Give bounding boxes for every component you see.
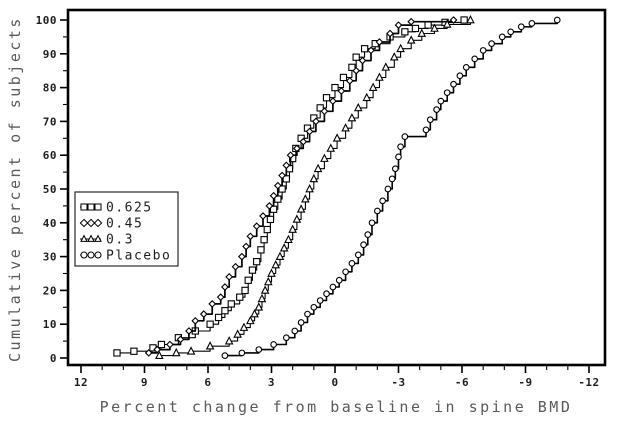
legend-item-0-625: 0.625 — [80, 201, 153, 216]
x-tick-label: 9 — [141, 376, 148, 389]
y-tick-label: 90 — [43, 48, 57, 61]
y-tick-label: 80 — [43, 82, 57, 95]
square-markers — [113, 16, 468, 357]
x-axis-title: Percent change from baseline in spine BM… — [100, 398, 573, 416]
series-line — [117, 20, 465, 354]
y-tick-label: 20 — [43, 284, 57, 297]
legend-item-0-3: 0.3 — [80, 233, 134, 248]
series-0-625 — [113, 16, 468, 357]
y-tick-label: 100 — [36, 14, 57, 27]
legend-item-0-45: 0.45 — [79, 217, 143, 232]
x-tick-label: -12 — [578, 376, 599, 389]
x-axis-ticks: 12 9 6 3 0 -3 -6 -9 -12 — [74, 365, 599, 389]
chart-render-root: 12 9 6 3 0 -3 -6 -9 -1201020304050607080901000.6… — [36, 8, 607, 389]
triangle-markers — [155, 14, 475, 359]
legend-label: 0.45 — [106, 217, 143, 232]
legend-item-placebo: Placebo — [80, 249, 171, 264]
x-tick-label: 12 — [74, 376, 88, 389]
y-tick-label: 40 — [43, 217, 57, 230]
legend-label: 0.625 — [106, 201, 153, 216]
x-tick-label: 0 — [331, 376, 338, 389]
y-axis-title: Cumulative percent of subjects — [6, 16, 24, 362]
x-tick-label: 3 — [268, 376, 275, 389]
y-tick-label: 70 — [43, 115, 57, 128]
diamond-markers — [144, 16, 458, 357]
legend-label: Placebo — [106, 249, 171, 264]
x-tick-label: -6 — [455, 376, 469, 389]
series-line — [148, 20, 455, 354]
y-tick-label: 10 — [43, 318, 57, 331]
series-placebo — [221, 16, 561, 359]
x-tick-label: 6 — [204, 376, 211, 389]
x-tick-label: -3 — [391, 376, 405, 389]
circle-markers — [221, 16, 561, 359]
x-tick-label: -9 — [518, 376, 532, 389]
series-0-45 — [144, 16, 458, 357]
legend-label: 0.3 — [106, 233, 134, 248]
y-tick-label: 50 — [43, 183, 57, 196]
series-line — [224, 20, 559, 357]
y-tick-label: 0 — [50, 352, 57, 365]
series-0-3 — [155, 14, 475, 359]
y-tick-label: 60 — [43, 149, 57, 162]
y-axis-ticks: 0 10 20 30 40 50 60 70 80 90 100 — [36, 14, 68, 365]
plot-frame — [66, 8, 607, 367]
y-tick-label: 30 — [43, 251, 57, 264]
